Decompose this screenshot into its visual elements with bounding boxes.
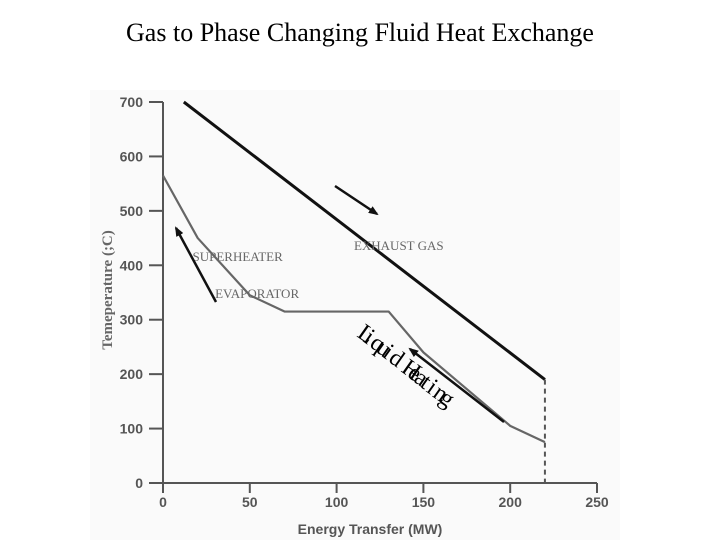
y-tick-label: 0 [135, 475, 143, 491]
y-tick-label: 100 [120, 421, 144, 437]
axes: 0 100 200 300 400 500 600 700 0 50 100 150 200 250 Ene… [100, 94, 609, 537]
y-tick-label: 600 [120, 148, 144, 164]
x-tick-label: 150 [412, 494, 436, 510]
y-tick-label: 500 [120, 203, 144, 219]
y-tick-label: 400 [120, 257, 144, 273]
exhaust-gas-label: EXHAUST GAS [354, 238, 444, 253]
x-tick-label: 100 [325, 494, 349, 510]
slide-title: Gas to Phase Changing Fluid Heat Exchang… [126, 18, 594, 47]
y-tick-label: 200 [120, 366, 144, 382]
x-tick-label: 200 [499, 494, 523, 510]
y-axis-label: Temeperature (;C) [100, 230, 116, 350]
series-line [162, 174, 546, 444]
y-tick-label: 300 [120, 312, 144, 328]
x-tick-label: 0 [159, 494, 167, 510]
x-axis-label: Energy Transfer (MW) [298, 521, 443, 537]
x-tick-label: 250 [585, 494, 609, 510]
gas-flow-arrow [334, 184, 379, 216]
superheater-label: SUPERHEATER [193, 249, 284, 264]
series-line [182, 100, 546, 381]
y-tick-label: 700 [120, 94, 144, 110]
x-tick-label: 50 [242, 494, 258, 510]
series-layer [162, 100, 546, 483]
evaporator-label: EVAPORATOR [215, 286, 299, 301]
liquid-flow-arrow [408, 347, 505, 423]
superheater-arrow [174, 226, 218, 303]
chart-background [90, 90, 620, 540]
